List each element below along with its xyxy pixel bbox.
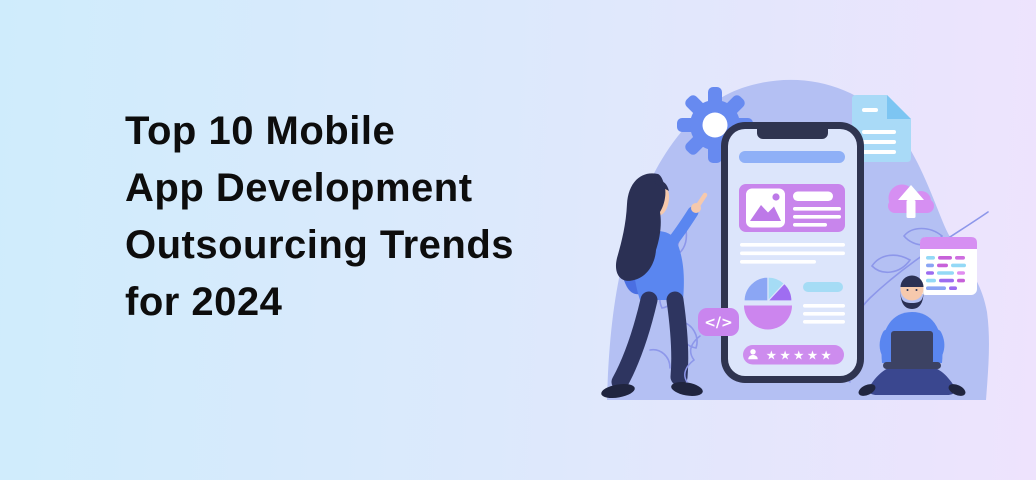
document-icon bbox=[852, 95, 911, 162]
pie-slice-orchid bbox=[744, 305, 792, 330]
shoe-right bbox=[671, 382, 703, 396]
phone-mockup: ★★★★★ bbox=[721, 122, 864, 383]
stat-pill bbox=[803, 282, 843, 292]
eye-left bbox=[906, 289, 909, 291]
pie-slice-periwinkle bbox=[743, 276, 769, 302]
title-line-3: Outsourcing Trends bbox=[125, 223, 515, 267]
finger bbox=[694, 192, 708, 210]
shoe-left bbox=[858, 384, 876, 396]
pie-slice-purple bbox=[766, 282, 793, 302]
user-icon bbox=[750, 349, 756, 355]
header-pill bbox=[739, 151, 845, 163]
image-icon bbox=[750, 205, 781, 221]
title-line-2: App Development bbox=[125, 166, 473, 210]
image-icon-sun bbox=[772, 193, 780, 201]
stat-text-lines bbox=[803, 304, 845, 324]
beard bbox=[900, 290, 924, 309]
title-line-4: for 2024 bbox=[125, 280, 283, 324]
card-text-lines bbox=[793, 207, 841, 227]
rating-stars: ★★★★★ bbox=[766, 348, 835, 363]
rating-pill: ★★★★★ bbox=[743, 345, 844, 365]
sitting-person bbox=[858, 275, 966, 396]
code-badge-icon: </> bbox=[684, 308, 739, 383]
hair bbox=[615, 173, 666, 281]
shoe-left bbox=[601, 383, 635, 399]
shoe-right bbox=[948, 384, 966, 396]
page-title: Top 10 Mobile App Development Outsourcin… bbox=[125, 103, 605, 331]
leg-back bbox=[611, 291, 658, 391]
hair bbox=[900, 275, 924, 287]
title-line-1: Top 10 Mobile bbox=[125, 109, 396, 153]
image-placeholder bbox=[746, 188, 785, 228]
code-badge-label: </> bbox=[704, 315, 733, 331]
eye-right bbox=[915, 289, 918, 291]
content-card bbox=[739, 184, 845, 232]
phone-notch bbox=[757, 129, 828, 139]
code-window-icon bbox=[920, 237, 977, 295]
hero-illustration: ★★★★★ </> bbox=[601, 79, 989, 401]
user-icon-body bbox=[748, 354, 758, 360]
leg-front bbox=[666, 291, 689, 386]
crossed-legs bbox=[868, 365, 956, 395]
hair-strand bbox=[654, 180, 669, 191]
laptop bbox=[883, 331, 941, 369]
body-text-lines bbox=[740, 243, 845, 264]
cloud-upload-icon bbox=[888, 184, 934, 218]
pie-chart bbox=[743, 276, 793, 330]
card-title-pill bbox=[793, 191, 833, 201]
standing-person bbox=[601, 173, 708, 399]
